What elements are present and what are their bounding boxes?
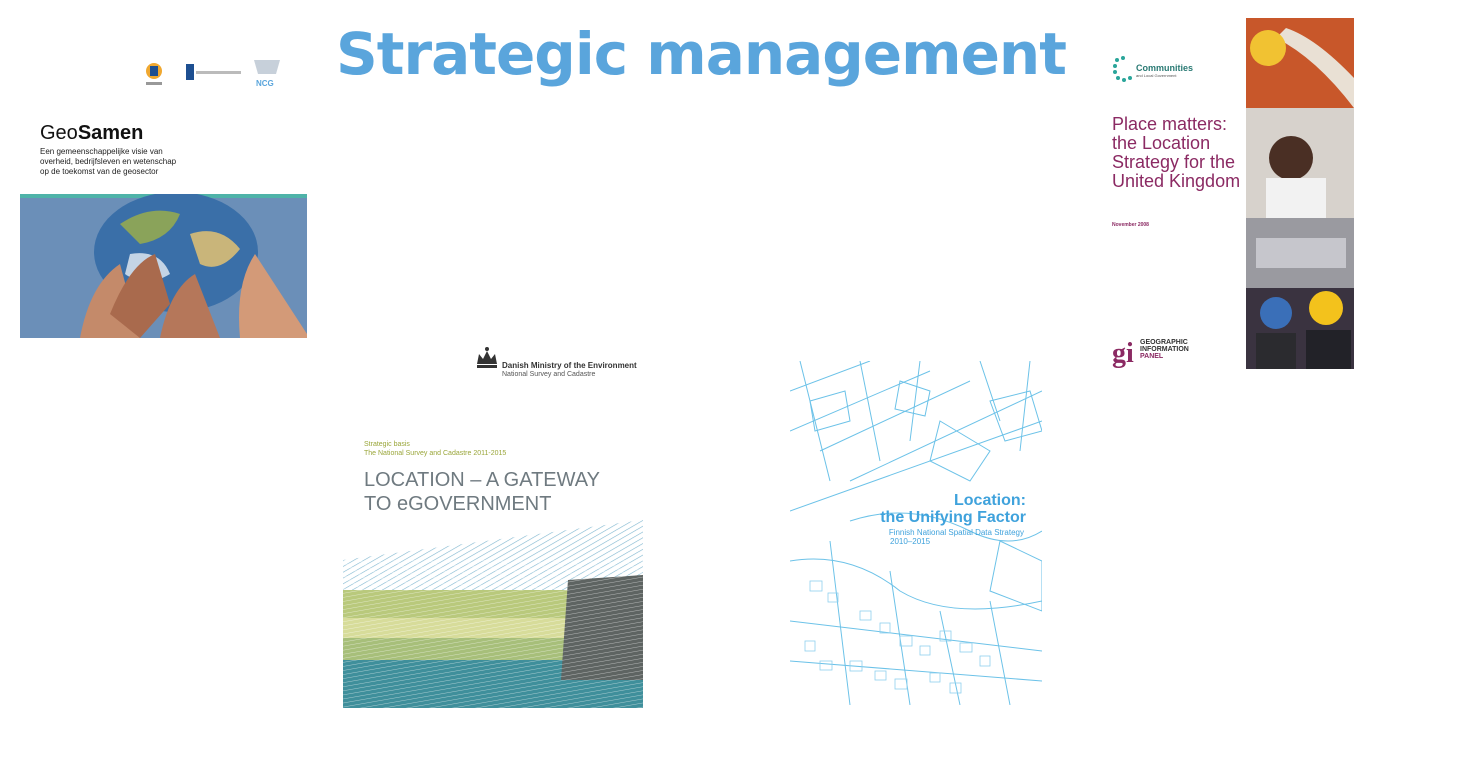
geosamen-title: GeoSamen [40,122,143,145]
danish-title-line: TO eGOVERNMENT [364,493,552,515]
geosamen-title-bold: Samen [77,122,144,144]
geosamen-subtitle-line: overheid, bedrijfsleven en wetenschap [40,157,177,166]
geosamen-subtitle-line: op de toekomst van de geosector [40,167,159,176]
geosamen-subtitle: Een gemeenschappelijke visie van overhei… [40,147,210,177]
gi-logo-mark: gi [1112,338,1134,369]
danish-basis-line: The National Survey and Cadastre 2011-20… [364,450,507,457]
uk-cover-date: November 2008 [1112,222,1149,228]
gi-logo-line: INFORMATION [1140,346,1189,353]
gi-logo-line: GEOGRAPHIC [1140,339,1188,346]
gi-panel-logo: gi GEOGRAPHIC INFORMATION PANEL [1112,338,1189,369]
danish-ministry-name: Danish Ministry of the Environment [502,361,637,370]
uk-cover-title: Place matters: the Location Strategy for… [1112,115,1242,191]
geosamen-subtitle-line: Een gemeenschappelijke visie van [40,147,163,156]
finnish-title-line: the Unifying Factor [880,509,1026,526]
uk-title-line: the Location [1112,133,1211,153]
crown-icon [477,347,497,368]
danish-cover-title: LOCATION – A GATEWAY TO eGOVERNMENT [364,468,644,516]
cadastral-map-art [790,361,1042,705]
uk-title-line: Strategy for the [1112,152,1236,172]
page-title: Strategic management [336,20,1067,88]
ncg-logo-text: NCG [256,79,274,88]
communities-logo-sub: and Local Government [1136,73,1177,78]
finnish-cover-subtitle: Finnish National Spatial Data Strategy 2… [850,528,1024,546]
emergency-workers-photo [1246,18,1354,369]
danish-strategic-basis: Strategic basis The National Survey and … [364,440,506,458]
uk-title-line: Place matters: [1112,114,1228,134]
finnish-cover-title: Location: the Unifying Factor [850,492,1026,526]
geosamen-title-light: Geo [40,122,78,144]
striped-landscape-art [343,520,643,708]
danish-basis-line: Strategic basis [364,441,410,448]
danish-title-line: LOCATION – A GATEWAY [364,469,600,491]
partner-logos: NCG [146,60,280,88]
globe-image [20,194,307,338]
communities-logo: Communities and Local Government [1113,56,1193,82]
danish-agency-name: National Survey and Cadastre [502,371,596,378]
communities-logo-name: Communities [1136,63,1193,73]
gi-logo-line: PANEL [1140,353,1164,360]
finnish-subtitle-line: 2010–2015 [890,537,931,546]
finnish-subtitle-line: Finnish National Spatial Data Strategy [888,528,1024,537]
uk-title-line: United Kingdom [1112,171,1241,191]
finnish-title-line: Location: [954,492,1026,509]
